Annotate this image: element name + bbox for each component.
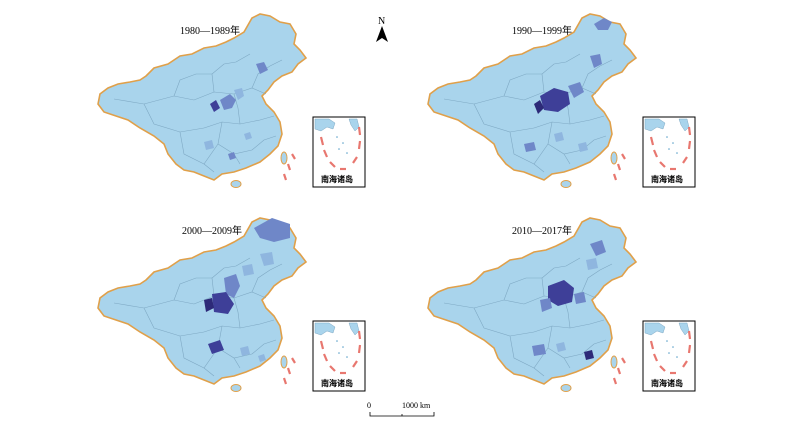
hainan-island [560, 384, 572, 392]
inset-south-china-sea-1: 南海诸岛 [311, 115, 367, 189]
hainan-island [560, 180, 572, 188]
taiwan-island [280, 151, 288, 165]
panel-title: 1990—1999年 [512, 24, 572, 37]
inset-label: 南海诸岛 [321, 174, 353, 184]
inset-south-china-sea-2: 南海诸岛 [641, 115, 697, 189]
inset-label: 南海诸岛 [651, 174, 683, 184]
north-arrow: N [376, 16, 388, 42]
inset-south-china-sea-3: 南海诸岛 [311, 319, 367, 393]
scale-bar: 0 1000 km [367, 401, 435, 417]
hotspot-regions [204, 218, 290, 362]
taiwan-island [610, 355, 618, 369]
scale-end-label: 1000 km [402, 401, 431, 410]
hainan-island [230, 384, 242, 392]
inset-label: 南海诸岛 [651, 378, 683, 388]
panel-title: 2010—2017年 [512, 224, 572, 237]
map-panel-2010-2017: 2010—2017年 [427, 217, 637, 392]
taiwan-island [280, 355, 288, 369]
map-panel-2000-2009: 2000—2009年 [97, 217, 307, 392]
panel-title: 2000—2009年 [182, 224, 242, 237]
taiwan-island [610, 151, 618, 165]
inset-south-china-sea-4: 南海诸岛 [641, 319, 697, 393]
hotspot-regions [532, 240, 606, 360]
north-arrow-label: N [378, 16, 385, 27]
hainan-island [230, 180, 242, 188]
hotspot-regions [204, 62, 268, 160]
map-panel-1980-1989: 1980—1989年 [97, 13, 307, 188]
scale-start-label: 0 [367, 401, 371, 410]
inset-label: 南海诸岛 [321, 378, 353, 388]
map-panel-1990-1999: 1990—1999年 [427, 13, 637, 188]
north-arrow-icon [376, 26, 388, 42]
hotspot-regions [524, 18, 612, 152]
panel-title: 1980—1989年 [180, 24, 240, 37]
